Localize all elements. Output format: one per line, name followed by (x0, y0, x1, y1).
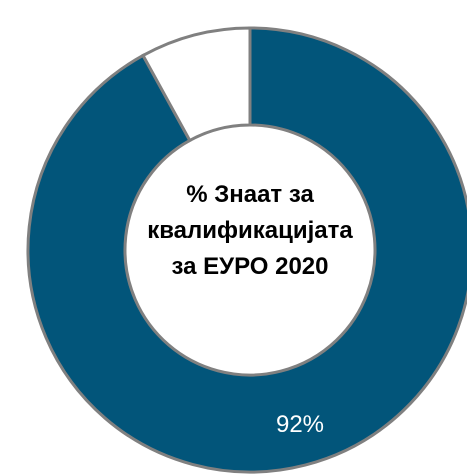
center-label-line-1: % Знаат за (186, 181, 314, 208)
donut-slices (26, 26, 467, 474)
donut-center-label: % Знаат за квалификацијата за ЕУРО 2020 (0, 177, 467, 285)
slice-labels: 92% (276, 411, 324, 438)
center-label-line-3: за ЕУРО 2020 (171, 253, 329, 280)
donut-slice-2 (141, 26, 252, 143)
slice-label-1: 92% (276, 411, 324, 438)
center-label-line-2: квалификацијата (147, 217, 353, 244)
donut-slice-1 (26, 26, 467, 474)
